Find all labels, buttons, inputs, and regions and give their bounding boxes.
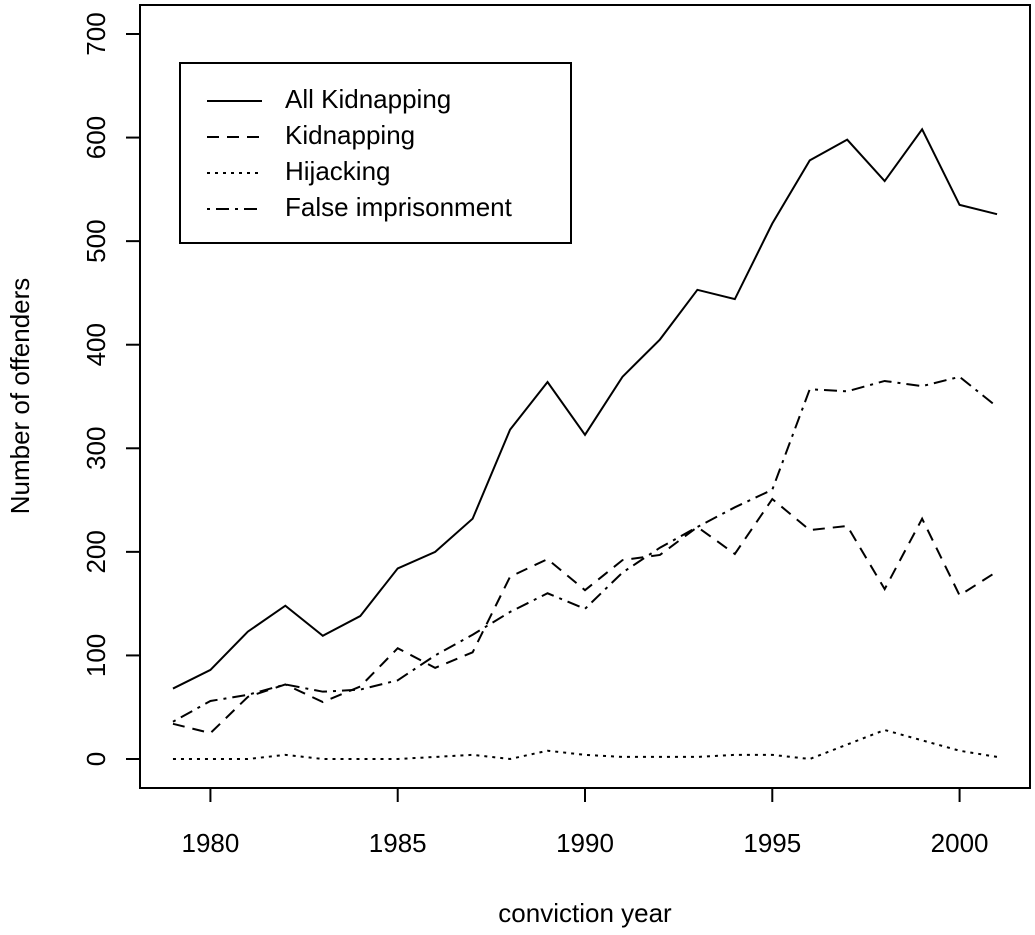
y-tick-label: 400 [81, 323, 111, 366]
legend: All Kidnapping Kidnapping Hijacking False i… [179, 62, 572, 244]
y-tick-label: 600 [81, 116, 111, 159]
series-line [172, 375, 998, 723]
x-tick-label: 1995 [743, 828, 801, 858]
y-axis-label: Number of offenders [5, 278, 35, 515]
legend-label: False imprisonment [285, 192, 513, 222]
y-tick-label: 100 [81, 634, 111, 677]
legend-label: Kidnapping [285, 120, 415, 150]
series-line [172, 127, 998, 690]
y-tick-label: 300 [81, 427, 111, 470]
x-axis-label: conviction year [498, 898, 672, 928]
x-tick-label: 1990 [556, 828, 614, 858]
legend-box [179, 62, 572, 244]
series-line [172, 728, 998, 761]
y-tick-label: 700 [81, 12, 111, 55]
x-tick-label: 2000 [931, 828, 989, 858]
y-tick-label: 200 [81, 530, 111, 573]
y-tick-label: 500 [81, 219, 111, 262]
x-tick-label: 1985 [369, 828, 427, 858]
x-tick-label: 1980 [181, 828, 239, 858]
series-line [172, 497, 998, 735]
legend-label: All Kidnapping [285, 84, 451, 114]
y-tick-label: 0 [81, 752, 111, 766]
legend-label: Hijacking [285, 156, 391, 186]
